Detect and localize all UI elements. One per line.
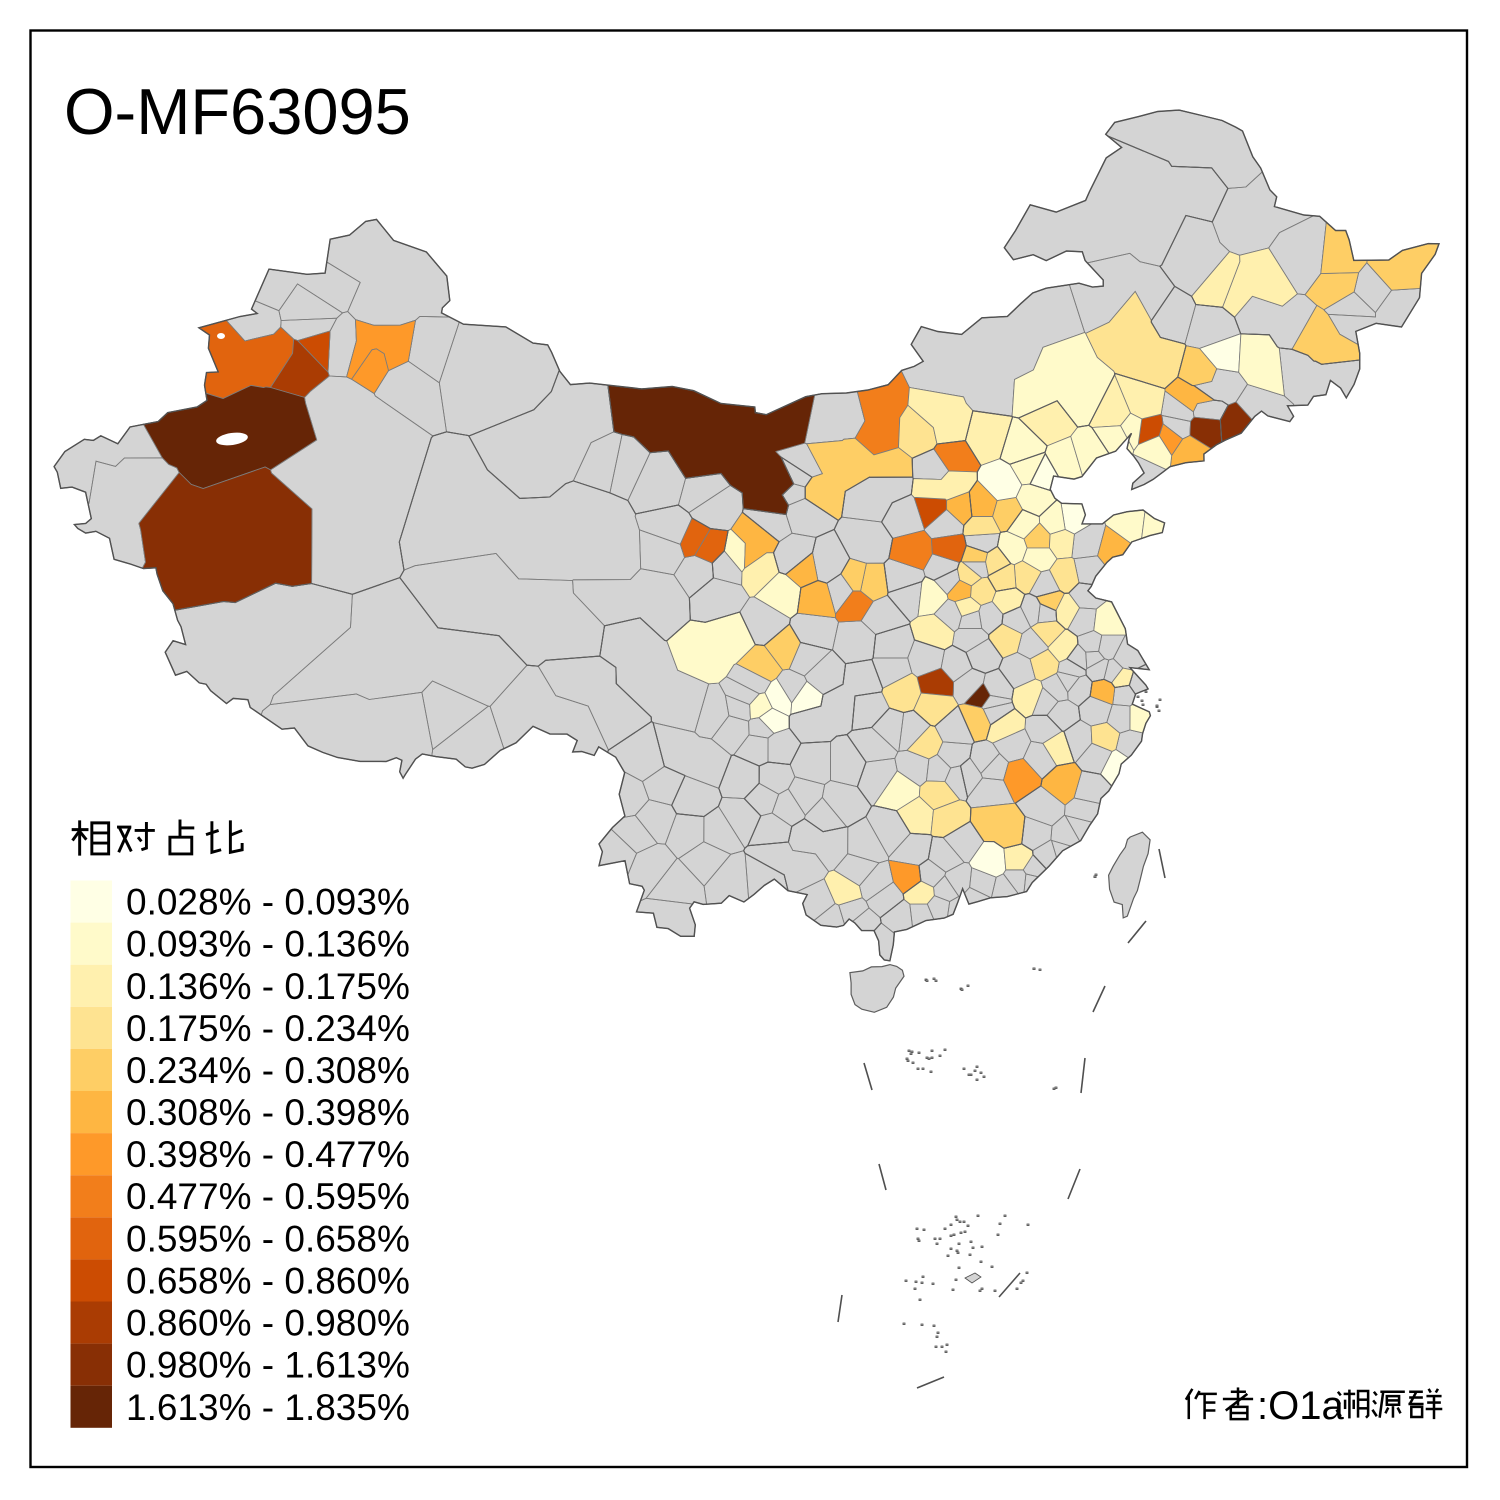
svg-text:1.613% - 1.835%: 1.613% - 1.835% (126, 1387, 410, 1428)
svg-text:0.136% - 0.175%: 0.136% - 0.175% (126, 966, 410, 1007)
svg-text:0.234% - 0.308%: 0.234% - 0.308% (126, 1050, 410, 1091)
svg-text:0.028% - 0.093%: 0.028% - 0.093% (126, 882, 410, 923)
svg-text:0.980% - 1.613%: 0.980% - 1.613% (126, 1345, 410, 1386)
svg-text:O-MF63095: O-MF63095 (64, 75, 411, 148)
svg-text:0.477% - 0.595%: 0.477% - 0.595% (126, 1176, 410, 1217)
svg-text:0.175% - 0.234%: 0.175% - 0.234% (126, 1008, 410, 1049)
svg-text:0.093% - 0.136%: 0.093% - 0.136% (126, 924, 410, 965)
svg-text:0.595% - 0.658%: 0.595% - 0.658% (126, 1218, 410, 1259)
svg-text:0.860% - 0.980%: 0.860% - 0.980% (126, 1303, 410, 1344)
svg-text::O1a: :O1a (1257, 1384, 1344, 1428)
svg-text:0.398% - 0.477%: 0.398% - 0.477% (126, 1134, 410, 1175)
svg-text:0.658% - 0.860%: 0.658% - 0.860% (126, 1261, 410, 1302)
svg-text:0.308% - 0.398%: 0.308% - 0.398% (126, 1092, 410, 1133)
